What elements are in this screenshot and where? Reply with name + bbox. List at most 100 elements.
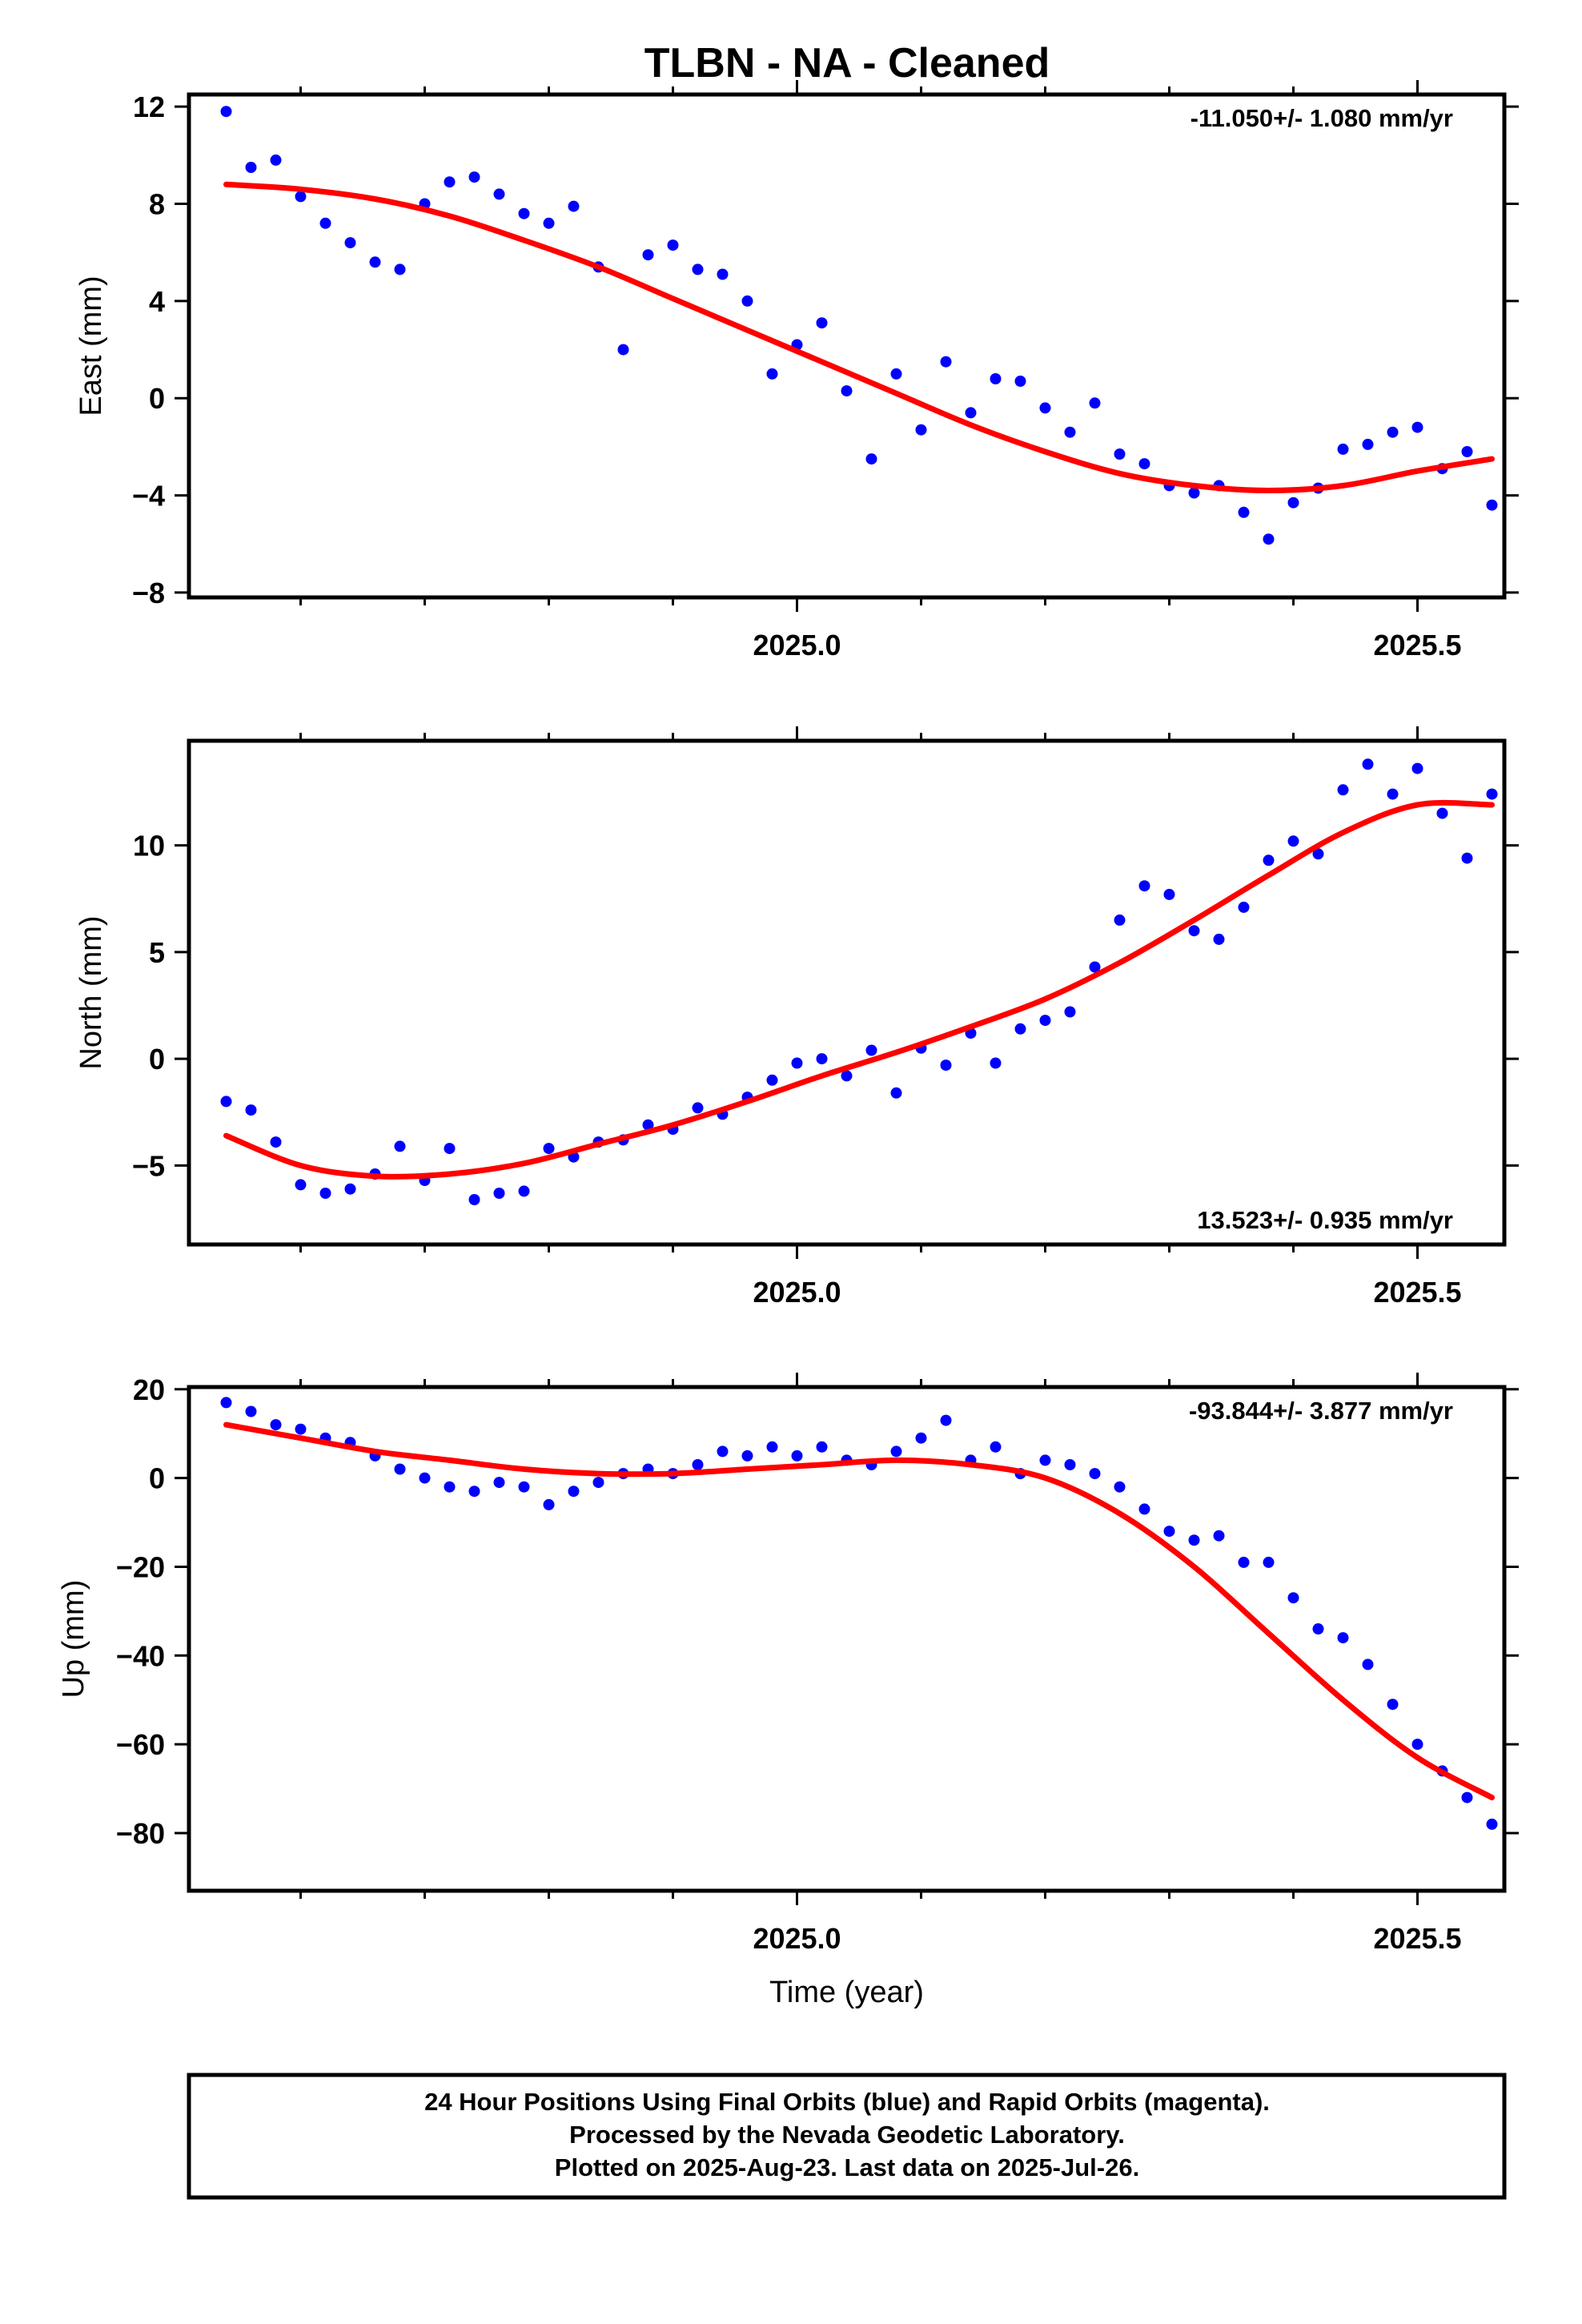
x-axis-label: Time (year): [769, 1976, 924, 2009]
footer-line-2: Processed by the Nevada Geodetic Laborat…: [569, 2121, 1125, 2149]
x-tick-label: 2025.0: [753, 1276, 841, 1309]
data-point: [220, 106, 232, 118]
fit-curve: [223, 181, 1495, 494]
data-point: [1064, 1006, 1076, 1018]
data-point: [543, 1498, 555, 1510]
data-point: [741, 1449, 753, 1462]
data-point: [493, 1188, 505, 1199]
plot-frame: [187, 1385, 1507, 1893]
data-point: [394, 1140, 406, 1152]
data-point: [642, 249, 654, 261]
data-point: [1411, 762, 1423, 774]
data-point: [1486, 788, 1498, 800]
y-axis-label: Up (mm): [57, 1580, 90, 1699]
data-point: [1014, 376, 1026, 387]
y-tick-label: −80: [116, 1817, 165, 1850]
x-tick-label: 2025.5: [1373, 1276, 1461, 1309]
data-point: [568, 200, 580, 212]
data-point: [692, 1459, 704, 1470]
data-point: [791, 1057, 803, 1069]
data-point: [1263, 854, 1275, 866]
data-point: [940, 1059, 952, 1072]
data-point: [865, 453, 877, 465]
data-point: [890, 1087, 902, 1099]
data-point: [915, 424, 927, 436]
data-point: [865, 1044, 877, 1056]
data-point: [1089, 1468, 1101, 1480]
fit-curve: [223, 799, 1495, 1180]
data-point: [990, 1057, 1002, 1069]
panel-data: [220, 106, 1498, 545]
data-point: [1263, 1556, 1275, 1568]
y-tick-label: 0: [149, 1462, 165, 1495]
north-panel: 2025.0 2025.5 −5 0 5 10 North (mm) 13.523+/- 0.…: [74, 726, 1519, 1309]
up-panel: 2025.0 2025.5 −80 −60 −40 −20 0 20 Up (mm) Time (…: [57, 1373, 1519, 2009]
data-point: [1064, 426, 1076, 438]
data-point: [915, 1432, 927, 1444]
data-point: [766, 1074, 778, 1086]
y-tick-label: 5: [149, 936, 165, 969]
data-point: [791, 1449, 803, 1462]
data-point: [1436, 807, 1448, 819]
data-point: [1461, 1791, 1473, 1803]
fit-curve: [223, 1421, 1495, 1801]
data-point: [841, 1070, 853, 1082]
rate-annotation: -93.844+/- 3.877 mm/yr: [1189, 1397, 1453, 1425]
data-point: [1188, 487, 1200, 499]
data-point: [1138, 1503, 1150, 1515]
data-point: [1337, 1632, 1349, 1644]
data-point: [1312, 848, 1324, 860]
data-point: [518, 207, 530, 219]
y-axis-label: East (mm): [74, 275, 108, 416]
data-point: [1461, 852, 1473, 864]
data-point: [617, 344, 629, 356]
data-point: [543, 217, 555, 229]
data-point: [245, 1104, 257, 1116]
data-point: [1039, 1454, 1051, 1466]
data-point: [1089, 397, 1101, 409]
y-tick-label: −20: [116, 1550, 165, 1583]
rate-annotation: 13.523+/- 0.935 mm/yr: [1197, 1206, 1453, 1234]
data-point: [220, 1096, 232, 1108]
y-tick-label: −4: [132, 480, 165, 513]
data-point: [1337, 784, 1349, 796]
footer-box: [187, 2073, 1507, 2200]
data-point: [270, 154, 282, 166]
data-point: [1114, 1481, 1126, 1493]
data-point: [295, 1423, 307, 1435]
data-point: [890, 368, 902, 380]
data-point: [692, 1102, 704, 1114]
data-point: [394, 1463, 406, 1475]
plot-frame: [187, 92, 1507, 600]
data-point: [270, 1419, 282, 1431]
x-tick-label: 2025.0: [753, 629, 841, 661]
data-point: [741, 295, 753, 307]
data-point: [1287, 497, 1299, 509]
east-panel: 2025.0 2025.5 −8 −4 0 4 8 12 East (mm) -11.050+/-…: [74, 80, 1519, 661]
data-point: [295, 1179, 307, 1191]
data-point: [1287, 835, 1299, 847]
panel-data: [220, 758, 1498, 1205]
data-point: [1411, 1739, 1423, 1751]
data-point: [592, 1477, 604, 1489]
data-point: [1238, 901, 1250, 913]
data-point: [295, 191, 307, 203]
data-point: [220, 1397, 232, 1409]
data-point: [1213, 1530, 1225, 1542]
y-tick-label: 4: [149, 285, 165, 318]
data-point: [369, 256, 381, 268]
data-point: [965, 407, 977, 419]
y-tick-label: −40: [116, 1639, 165, 1672]
figure-title: TLBN - NA - Cleaned: [644, 40, 1050, 86]
data-point: [543, 1143, 555, 1155]
data-point: [1337, 443, 1349, 455]
data-point: [518, 1481, 530, 1493]
y-tick-label: 8: [149, 188, 165, 221]
y-tick-label: 0: [149, 382, 165, 415]
data-point: [1138, 880, 1150, 892]
data-point: [766, 1441, 778, 1453]
data-point: [642, 1119, 654, 1131]
data-point: [1461, 446, 1473, 457]
data-point: [1039, 402, 1051, 414]
data-point: [1387, 788, 1399, 800]
